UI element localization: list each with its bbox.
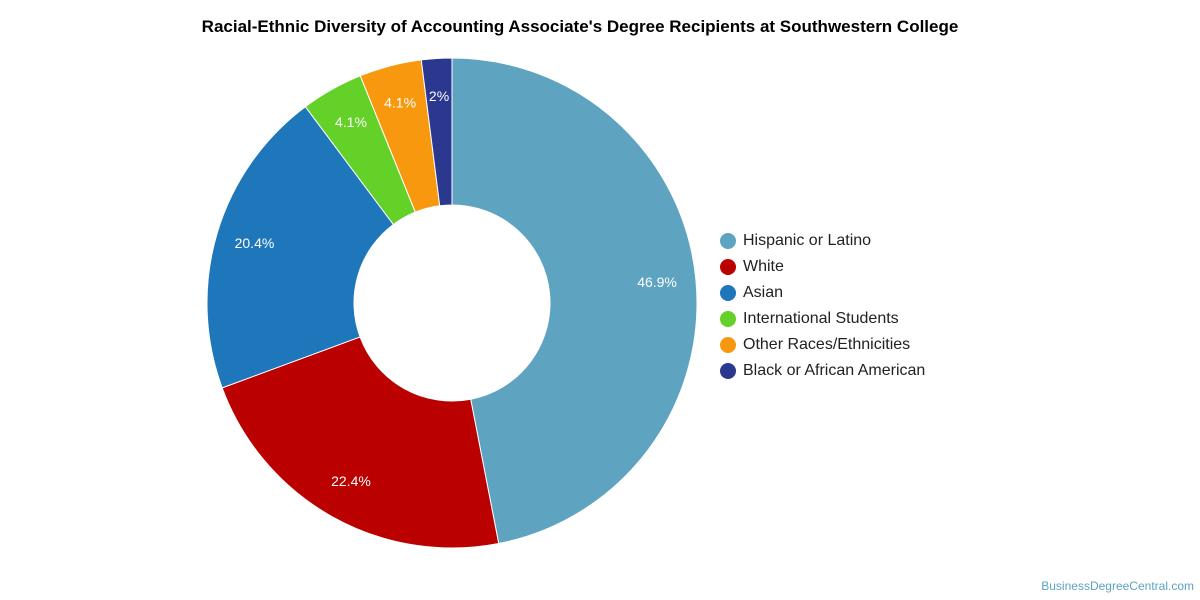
legend-label: Asian bbox=[743, 284, 784, 301]
legend-item[interactable]: Asian bbox=[720, 280, 925, 306]
legend-item[interactable]: Hispanic or Latino bbox=[720, 228, 925, 254]
legend-item[interactable]: Other Races/Ethnicities bbox=[720, 332, 925, 358]
legend-swatch bbox=[720, 337, 736, 353]
slice-value-label: 20.4% bbox=[235, 235, 275, 251]
legend-swatch bbox=[720, 311, 736, 327]
slice-value-label: 2% bbox=[429, 88, 449, 104]
donut-slice-5[interactable] bbox=[420, 57, 453, 207]
slice-value-label: 4.1% bbox=[384, 94, 416, 110]
donut-slice-0[interactable] bbox=[451, 57, 698, 545]
donut-slice-labels: 46.9% 22.4% 20.4% 4.1% 4.1% 2% bbox=[235, 88, 677, 489]
legend-swatch bbox=[720, 285, 736, 301]
donut-slice-1[interactable] bbox=[221, 336, 500, 549]
legend-label: White bbox=[743, 258, 784, 275]
legend-label: Other Races/Ethnicities bbox=[743, 336, 911, 353]
legend-item[interactable]: International Students bbox=[720, 306, 925, 332]
legend-label: Black or African American bbox=[743, 362, 926, 379]
slice-value-label: 22.4% bbox=[331, 473, 371, 489]
donut-slices bbox=[206, 57, 698, 549]
legend-swatch bbox=[720, 363, 736, 379]
slice-value-label: 4.1% bbox=[335, 114, 367, 130]
slice-value-label: 46.9% bbox=[637, 274, 677, 290]
legend-swatch bbox=[720, 259, 736, 275]
legend-label: Hispanic or Latino bbox=[743, 232, 872, 249]
donut-slice-2[interactable] bbox=[206, 106, 395, 389]
source-credit[interactable]: BusinessDegreeCentral.com bbox=[1041, 579, 1194, 593]
legend-item[interactable]: White bbox=[720, 254, 925, 280]
legend-swatch bbox=[720, 233, 736, 249]
legend-label: International Students bbox=[743, 310, 899, 327]
legend-item[interactable]: Black or African American bbox=[720, 358, 925, 384]
chart-title: Racial-Ethnic Diversity of Accounting As… bbox=[201, 17, 959, 36]
chart-legend: Hispanic or Latino White Asian Internationa… bbox=[720, 228, 925, 384]
